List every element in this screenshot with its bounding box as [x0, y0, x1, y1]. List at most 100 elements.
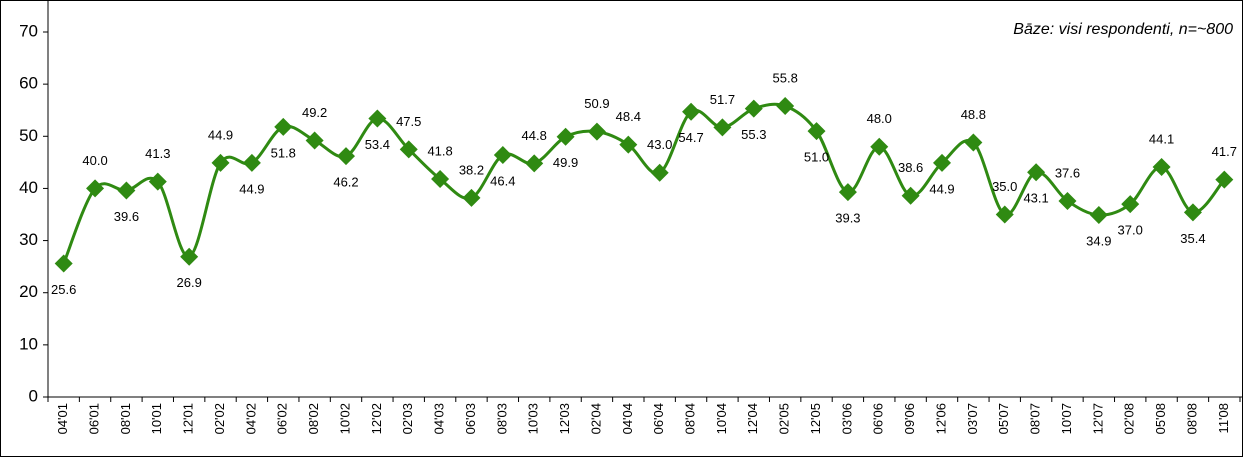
- value-label: 38.6: [898, 160, 923, 175]
- marker: [870, 137, 889, 156]
- x-tick-label: 02'04: [588, 403, 603, 434]
- marker: [305, 131, 324, 150]
- marker: [556, 127, 575, 146]
- value-label: 38.2: [459, 162, 484, 177]
- x-tick-label: 03'07: [965, 403, 980, 434]
- x-tick-label: 06'03: [463, 403, 478, 434]
- x-tick-label: 04'01: [55, 403, 70, 434]
- value-label: 44.9: [239, 181, 264, 196]
- x-tick-label: 06'02: [275, 403, 290, 434]
- y-tick-label: 0: [29, 386, 38, 405]
- x-tick-label: 04'02: [243, 403, 258, 434]
- x-tick-label: 11'08: [1216, 403, 1231, 433]
- marker: [838, 183, 857, 202]
- x-tick-label: 02'03: [400, 403, 415, 434]
- x-tick-label: 10'02: [337, 403, 352, 434]
- x-tick-label: 08'01: [118, 403, 133, 434]
- marker: [776, 97, 795, 116]
- marker: [1152, 158, 1171, 177]
- value-label: 39.3: [835, 211, 860, 226]
- x-tick-label: 08'03: [494, 403, 509, 434]
- value-label: 41.8: [427, 143, 452, 158]
- x-tick-label: 10'01: [149, 403, 164, 434]
- value-label: 55.3: [741, 127, 766, 142]
- value-label: 51.7: [710, 92, 735, 107]
- value-label: 46.4: [490, 173, 515, 188]
- value-label: 44.9: [208, 127, 233, 142]
- value-label: 46.2: [333, 175, 358, 190]
- value-label: 51.8: [271, 145, 296, 160]
- marker: [1058, 191, 1077, 210]
- x-tick-label: 08'04: [682, 403, 697, 434]
- value-label: 40.0: [82, 153, 107, 168]
- value-label: 54.7: [678, 130, 703, 145]
- x-tick-label: 06'04: [651, 403, 666, 434]
- x-tick-label: 04'04: [620, 403, 635, 434]
- x-tick-label: 08'08: [1184, 403, 1199, 434]
- x-tick-label: 09'06: [902, 403, 917, 434]
- y-tick-label: 60: [19, 74, 38, 93]
- value-label: 35.4: [1180, 231, 1205, 246]
- value-label: 44.9: [929, 181, 954, 196]
- annotation: Bāze: visi respondenti, n=~800: [1013, 21, 1233, 38]
- marker: [901, 186, 920, 205]
- value-label: 44.8: [522, 128, 547, 143]
- value-label: 43.1: [1023, 191, 1048, 206]
- value-label: 48.0: [867, 111, 892, 126]
- marker: [933, 153, 951, 172]
- marker: [1089, 206, 1108, 225]
- x-tick-label: 08'07: [1028, 403, 1043, 434]
- marker: [1121, 195, 1140, 214]
- value-label: 25.6: [51, 282, 76, 297]
- marker: [462, 188, 481, 207]
- marker: [117, 181, 136, 200]
- y-tick-label: 30: [19, 230, 38, 249]
- value-label: 41.3: [145, 146, 170, 161]
- value-label: 37.0: [1118, 223, 1143, 238]
- value-label: 49.2: [302, 105, 327, 120]
- y-tick-label: 40: [19, 178, 38, 197]
- marker: [744, 99, 763, 118]
- marker: [431, 170, 450, 189]
- marker: [337, 147, 355, 166]
- value-label: 44.1: [1149, 131, 1174, 146]
- x-tick-label: 05'08: [1153, 403, 1168, 434]
- x-tick-label: 03'06: [839, 403, 854, 434]
- value-label: 50.9: [584, 96, 609, 111]
- value-label: 51.0: [804, 150, 829, 165]
- marker: [807, 122, 826, 141]
- x-tick-label: 12'06: [933, 403, 948, 434]
- x-tick-label: 02'02: [212, 403, 227, 434]
- marker: [1183, 203, 1202, 222]
- marker: [211, 153, 230, 172]
- value-label: 34.9: [1086, 233, 1111, 248]
- x-tick-label: 06'01: [86, 403, 101, 434]
- value-label: 48.8: [961, 107, 986, 122]
- y-tick-label: 50: [19, 126, 38, 145]
- marker: [682, 102, 701, 121]
- marker: [148, 172, 167, 191]
- x-tick-label: 10'03: [526, 403, 541, 434]
- value-label: 53.4: [365, 137, 390, 152]
- marker: [493, 146, 512, 165]
- marker: [650, 163, 669, 182]
- x-tick-label: 12'04: [745, 403, 760, 434]
- marker: [713, 118, 732, 137]
- value-label: 55.8: [773, 70, 798, 85]
- x-tick-label: 04'03: [432, 403, 447, 434]
- marker: [274, 117, 293, 136]
- marker: [180, 247, 199, 266]
- value-label: 43.0: [647, 137, 672, 152]
- x-tick-label: 10'04: [714, 403, 729, 434]
- marker: [1027, 163, 1046, 182]
- x-tick-label: 05'07: [996, 403, 1011, 434]
- x-tick-label: 12'03: [557, 403, 572, 434]
- value-label: 41.7: [1212, 144, 1237, 159]
- x-tick-label: 10'07: [1059, 403, 1074, 434]
- x-tick-label: 12'01: [181, 403, 196, 434]
- value-label: 49.9: [553, 155, 578, 170]
- x-tick-label: 06'06: [871, 403, 886, 434]
- value-label: 47.5: [396, 114, 421, 129]
- y-tick-label: 20: [19, 282, 38, 301]
